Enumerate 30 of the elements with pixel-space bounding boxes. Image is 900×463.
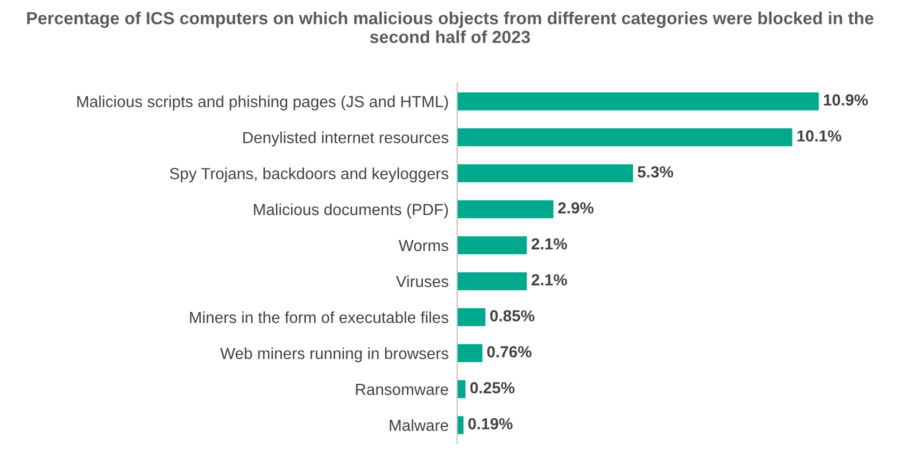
data-label: 5.3% <box>638 166 674 178</box>
bar <box>457 236 527 254</box>
data-label: 2.9% <box>558 202 594 214</box>
y-tick-label: Miners in the form of executable files <box>190 311 448 324</box>
bar <box>457 128 792 146</box>
chart-title: Percentage of ICS computers on which malicious objects from different categories were blocked in the second half of 2023 <box>27 12 874 44</box>
bar <box>457 308 486 326</box>
y-tick-label: Denylisted internet resources <box>243 132 448 146</box>
bar <box>457 344 482 362</box>
bar <box>457 164 634 182</box>
y-tick-label: Malicious documents (PDF) <box>254 203 448 218</box>
data-label: 10.1% <box>797 130 842 142</box>
y-tick-label: Spy Trojans, backdoors and keyloggers <box>170 167 448 182</box>
bar <box>457 272 527 290</box>
data-label: 0.25% <box>470 382 515 394</box>
data-label: 10.9% <box>824 94 868 106</box>
data-label: 0.76% <box>487 346 532 358</box>
data-label: 0.85% <box>490 310 534 322</box>
y-tick-label: Ransomware <box>356 384 448 396</box>
bar <box>457 92 819 110</box>
data-label: 2.1% <box>532 274 568 286</box>
y-tick-label: Malware <box>390 419 448 432</box>
data-label: 0.19% <box>468 418 513 430</box>
y-tick-label: Malicious scripts and phishing pages (JS and HTML) <box>77 96 448 110</box>
y-tick-label: Viruses <box>396 275 448 288</box>
bar <box>457 200 554 218</box>
data-label: 2.1% <box>532 238 568 250</box>
bar <box>457 380 466 398</box>
y-tick-label: Worms <box>398 240 448 252</box>
y-tick-label: Web miners running in browsers <box>220 347 448 362</box>
